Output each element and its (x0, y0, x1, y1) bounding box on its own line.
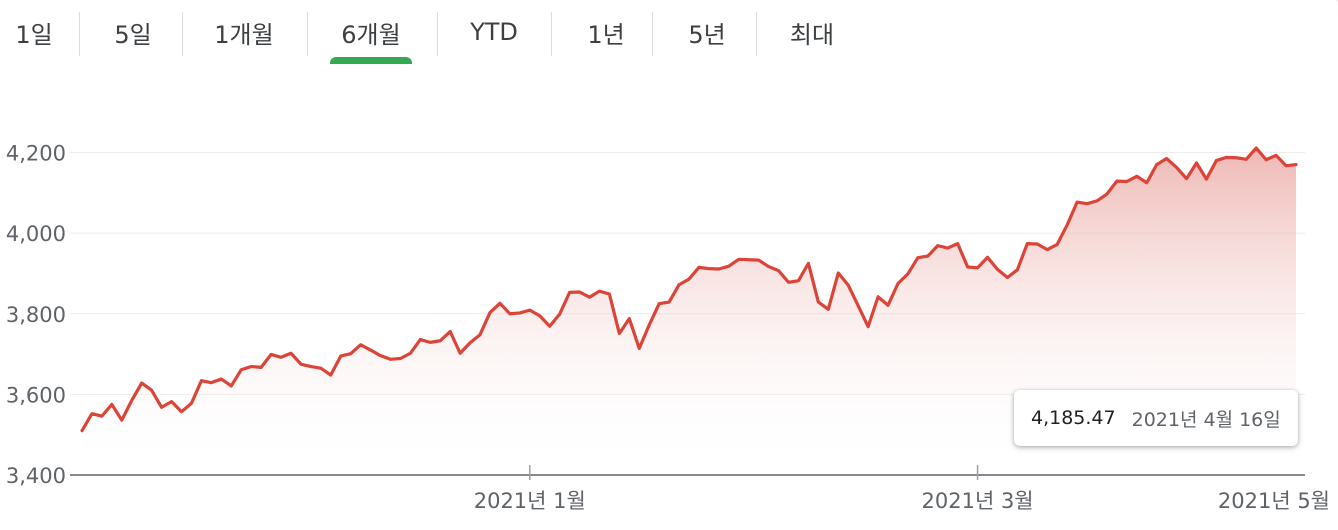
tab-1y[interactable]: 1년 (574, 0, 638, 64)
tab-label: 1년 (587, 20, 625, 49)
price-area-fill (82, 148, 1296, 475)
tab-label: 1개월 (214, 20, 274, 49)
tab-5y[interactable]: 5년 (675, 0, 739, 64)
range-tabs: 1일 5일 1개월 6개월 YTD 1년 5년 최대 (0, 0, 900, 64)
y-tick-label: 3,600 (6, 383, 66, 407)
tab-divider (652, 12, 653, 56)
tab-1d[interactable]: 1일 (6, 0, 62, 64)
tooltip-value: 4,185.47 (1031, 407, 1116, 429)
price-line (80, 146, 1298, 433)
tab-label: 5일 (114, 20, 152, 49)
tab-max[interactable]: 최대 (776, 0, 848, 64)
tab-divider (551, 12, 552, 56)
x-tick-label: 2021년 3월 (922, 489, 1034, 513)
tab-label: 5년 (688, 20, 726, 49)
tab-divider (182, 12, 183, 56)
active-tab-indicator (330, 57, 412, 64)
tab-divider (79, 12, 80, 56)
tab-label: 최대 (789, 20, 835, 49)
tab-label: 6개월 (341, 20, 401, 49)
tooltip-date: 2021년 4월 16일 (1131, 408, 1281, 431)
y-tick-label: 4,200 (6, 142, 66, 166)
tab-5d[interactable]: 5일 (103, 0, 163, 64)
y-tick-label: 3,800 (6, 303, 66, 327)
tab-ytd[interactable]: YTD (458, 0, 530, 64)
tab-divider (756, 12, 757, 56)
x-tick-label: 2021년 5월 (1218, 489, 1330, 513)
price-tooltip: 4,185.47 2021년 4월 16일 (1014, 390, 1298, 446)
tab-6m[interactable]: 6개월 (330, 0, 412, 64)
y-tick-label: 4,000 (6, 222, 66, 246)
tab-label: 1일 (15, 20, 53, 49)
tab-divider (437, 12, 438, 56)
tab-1m[interactable]: 1개월 (204, 0, 284, 64)
tab-divider (307, 12, 308, 56)
x-tick-label: 2021년 1월 (474, 489, 586, 513)
tab-label: YTD (470, 18, 518, 46)
y-tick-label: 3,400 (6, 464, 66, 488)
